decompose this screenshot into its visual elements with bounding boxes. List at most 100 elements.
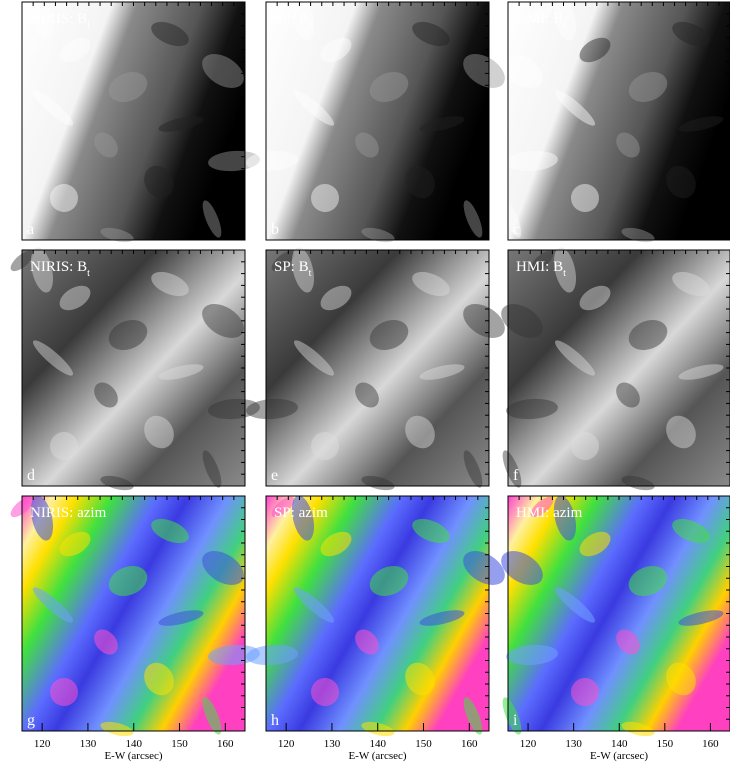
- texture: [369, 320, 409, 350]
- texture: [100, 721, 134, 737]
- texture: [151, 271, 189, 297]
- texture: [571, 432, 599, 460]
- texture: [419, 116, 465, 132]
- texture: [355, 629, 379, 655]
- texture: [501, 550, 543, 586]
- texture: [621, 475, 655, 491]
- texture: [30, 247, 54, 293]
- texture: [108, 566, 148, 596]
- texture: [530, 250, 554, 272]
- texture: [271, 2, 295, 24]
- texture: [502, 450, 522, 488]
- texture: [144, 662, 174, 696]
- texture: [405, 165, 435, 199]
- texture: [271, 250, 295, 272]
- texture: [672, 21, 710, 47]
- texture: [108, 72, 148, 102]
- texture: [463, 200, 483, 238]
- texture: [355, 132, 379, 158]
- panel-title: NIRIS: Bl: [30, 11, 90, 31]
- texture: [202, 53, 244, 89]
- x-tick-label: 130: [565, 738, 582, 750]
- texture: [94, 629, 118, 655]
- texture: [628, 72, 668, 102]
- texture: [405, 415, 435, 449]
- texture: [50, 678, 78, 706]
- texture: [628, 566, 668, 596]
- panel: NIRIS: azim g: [10, 495, 260, 737]
- texture: [666, 662, 696, 696]
- x-tick-label: 120: [520, 738, 537, 750]
- panel-title-text: SP: azim: [274, 505, 328, 521]
- texture: [571, 184, 599, 212]
- panel-title-text: NIRIS: B: [30, 11, 87, 27]
- texture: [246, 150, 298, 172]
- texture: [678, 364, 724, 380]
- panel: SP: Bl b: [246, 0, 505, 243]
- x-tick-label: 120: [34, 738, 51, 750]
- texture: [579, 531, 611, 557]
- texture: [293, 340, 335, 376]
- texture: [506, 150, 558, 172]
- texture: [554, 90, 596, 126]
- texture: [666, 165, 696, 199]
- texture: [554, 587, 596, 623]
- texture: [144, 165, 174, 199]
- panel-title-text: SP: B: [274, 11, 309, 27]
- texture: [291, 247, 315, 293]
- panel-letter: h: [271, 712, 279, 729]
- texture: [30, 495, 54, 541]
- texture: [32, 90, 74, 126]
- panel: NIRIS: Bt d: [10, 247, 260, 491]
- x-tick-label: 130: [324, 738, 341, 750]
- texture: [678, 610, 724, 626]
- texture: [412, 21, 450, 47]
- texture: [621, 227, 655, 243]
- texture: [506, 644, 558, 666]
- texture: [501, 303, 543, 339]
- texture: [293, 587, 335, 623]
- texture: [463, 53, 505, 89]
- texture: [291, 0, 315, 41]
- texture: [59, 285, 91, 311]
- x-axis-label: E-W (arcsec): [590, 750, 648, 762]
- texture: [151, 518, 189, 544]
- panel-title-text: HMI: B: [516, 11, 563, 27]
- panel-title-text: SP: B: [274, 259, 309, 275]
- x-tick-label: 140: [369, 738, 386, 750]
- panel-image: [508, 2, 730, 240]
- texture: [579, 285, 611, 311]
- texture: [412, 518, 450, 544]
- texture: [666, 415, 696, 449]
- texture: [202, 450, 222, 488]
- x-tick-label: 140: [125, 738, 142, 750]
- texture: [355, 382, 379, 408]
- panel-image: [508, 250, 730, 486]
- texture: [208, 150, 260, 172]
- texture: [506, 398, 558, 420]
- texture: [291, 495, 315, 541]
- panel: NIRIS: Bl a: [10, 0, 260, 243]
- texture: [151, 21, 189, 47]
- texture: [271, 496, 295, 518]
- texture: [320, 285, 352, 311]
- texture: [59, 37, 91, 63]
- texture: [100, 475, 134, 491]
- texture: [158, 116, 204, 132]
- panel-letter: f: [513, 467, 519, 484]
- texture: [202, 200, 222, 238]
- texture: [502, 697, 522, 735]
- texture: [463, 450, 483, 488]
- texture: [50, 432, 78, 460]
- panel-title: NIRIS: Bt: [30, 259, 90, 279]
- x-tick-label: 160: [702, 738, 719, 750]
- texture: [202, 303, 244, 339]
- panel-title: HMI: Bt: [516, 259, 566, 279]
- texture: [553, 495, 577, 541]
- texture: [320, 37, 352, 63]
- x-tick-label: 160: [217, 738, 234, 750]
- texture: [616, 132, 640, 158]
- texture: [463, 550, 505, 586]
- texture: [158, 610, 204, 626]
